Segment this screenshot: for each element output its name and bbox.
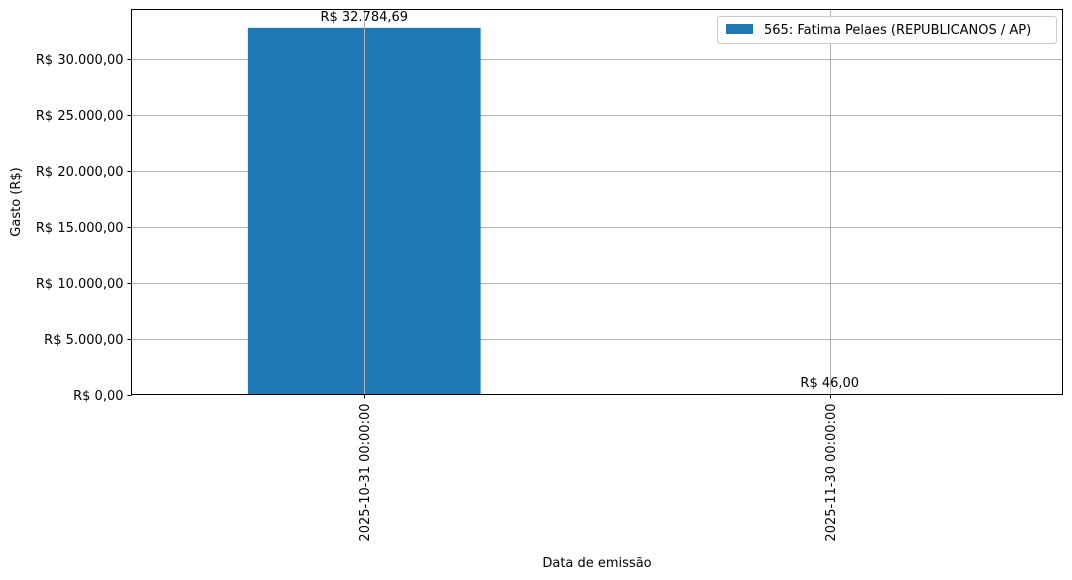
bar-value-label: R$ 46,00 — [800, 376, 859, 391]
plot-frame — [131, 9, 1063, 395]
y-tick-label: R$ 10.000,00 — [36, 277, 124, 292]
y-axis: R$ 0,00 R$ 5.000,00 R$ 10.000,00 R$ 15.000,… — [36, 53, 132, 404]
y-tick-label: R$ 15.000,00 — [36, 221, 124, 236]
legend-swatch — [726, 24, 753, 34]
data-labels: R$ 32.784,69 R$ 46,00 — [320, 10, 859, 391]
x-axis: 2025-10-31 00:00:00 2025-11-30 00:00:00 — [358, 394, 839, 542]
x-tick-label: 2025-10-31 00:00:00 — [358, 404, 373, 542]
y-tick-label: R$ 20.000,00 — [36, 165, 124, 180]
y-axis-title: Gasto (R$) — [9, 167, 24, 236]
y-tick-label: R$ 25.000,00 — [36, 109, 124, 124]
x-axis-title: Data de emissão — [542, 556, 651, 571]
y-tick-label: R$ 5.000,00 — [44, 333, 123, 348]
legend: 565: Fatima Pelaes (REPUBLICANOS / AP) — [717, 16, 1057, 44]
bar-value-label: R$ 32.784,69 — [320, 10, 408, 25]
y-tick-label: R$ 0,00 — [73, 389, 123, 404]
legend-label: 565: Fatima Pelaes (REPUBLICANOS / AP) — [764, 23, 1031, 38]
vertical-grid — [364, 9, 831, 395]
legend-frame — [717, 16, 1057, 44]
x-tick-label: 2025-11-30 00:00:00 — [824, 404, 839, 542]
y-tick-label: R$ 30.000,00 — [36, 53, 124, 68]
